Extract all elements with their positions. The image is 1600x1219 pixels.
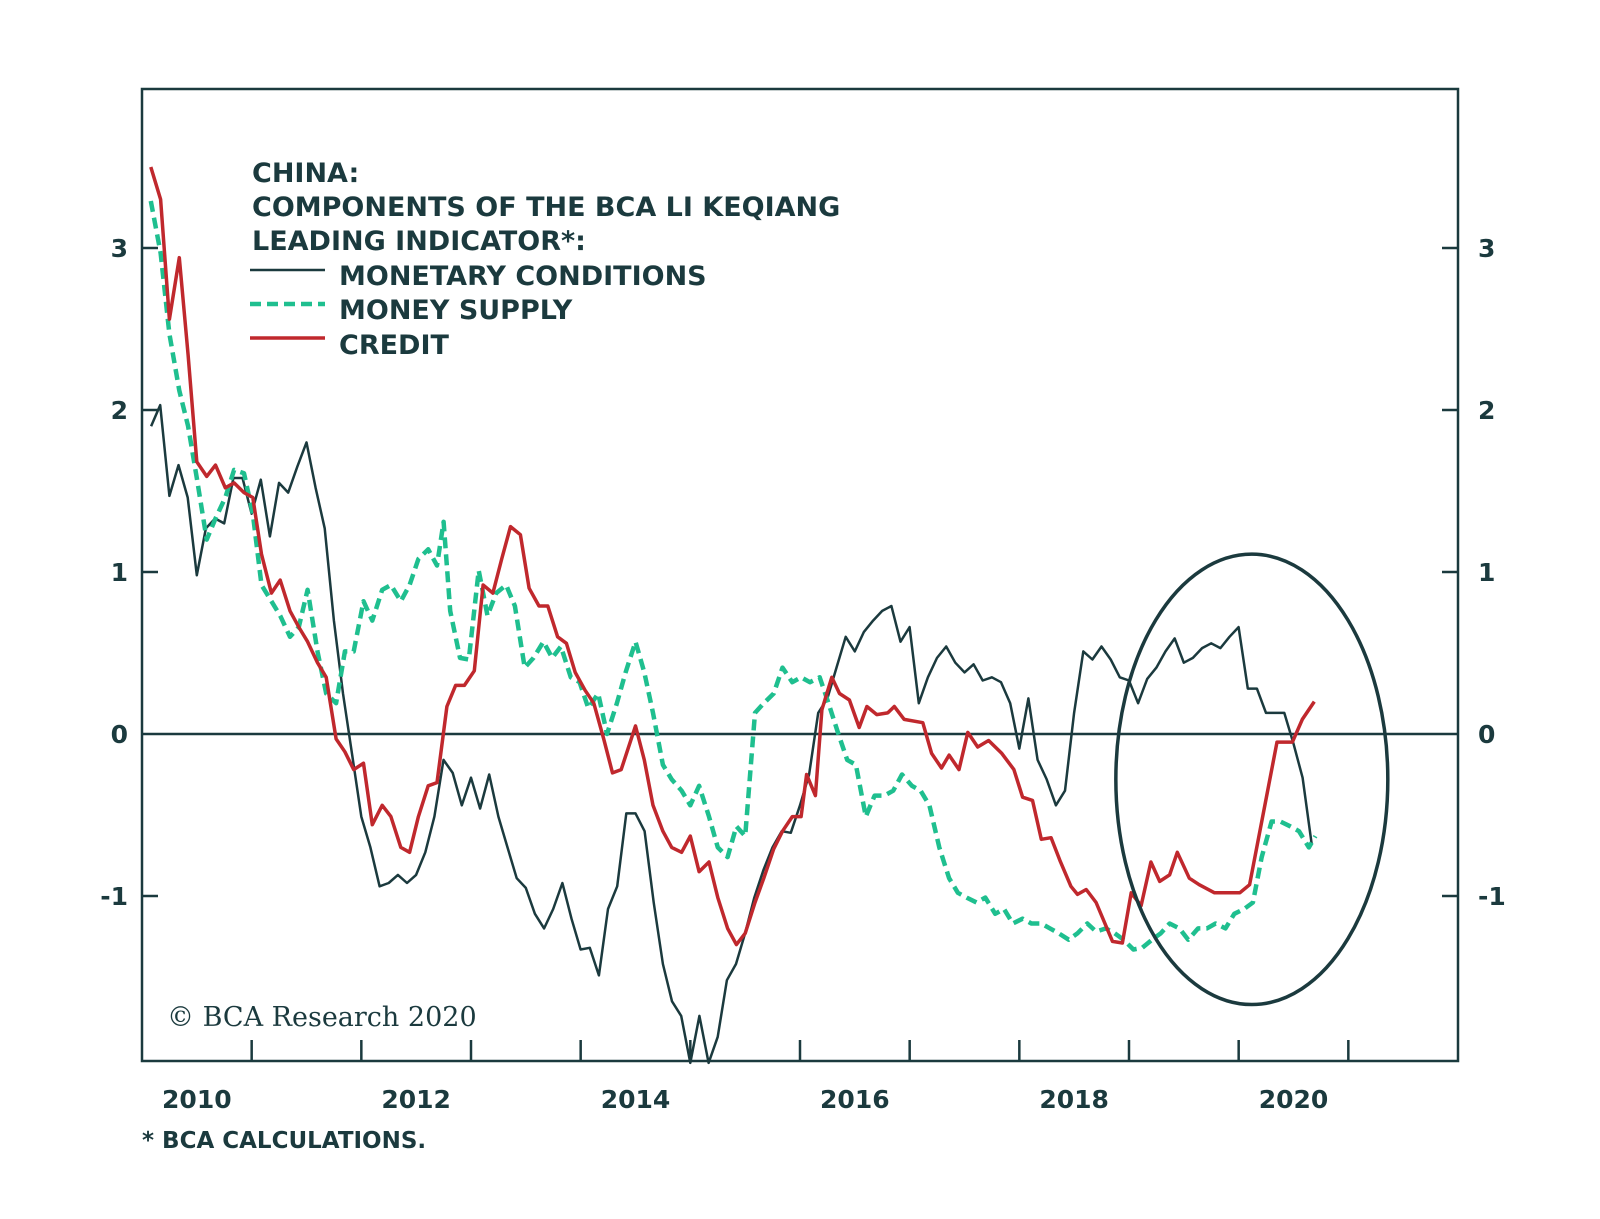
y-tick-label-left: 3 [111,234,128,263]
x-tick-label: 2014 [601,1085,671,1114]
x-tick-label: 2018 [1039,1085,1109,1114]
x-tick-label: 2016 [820,1085,890,1114]
chart-title: CHINA: COMPONENTS OF THE BCA LI KEQIANG … [252,158,840,257]
legend-label-monetary: MONETARY CONDITIONS [339,261,707,292]
title-line-2: COMPONENTS OF THE BCA LI KEQIANG [252,192,840,223]
copyright: © BCA Research 2020 [167,1002,477,1033]
series-monetary-conditions [149,403,1313,1065]
y-tick-label-right: 2 [1478,396,1495,425]
highlight-ellipse [1114,552,1390,1007]
y-tick-label-left: 1 [111,558,128,587]
y-tick-label-left: -1 [100,882,128,911]
x-tick-label: 2020 [1259,1085,1329,1114]
legend-label-money-supply: MONEY SUPPLY [339,295,573,326]
series-money-supply [148,200,1318,952]
title-line-1: CHINA: [252,158,359,189]
y-tick-label-right: 3 [1478,234,1495,263]
y-tick-label-right: -1 [1478,882,1506,911]
x-tick-label: 2010 [162,1085,232,1114]
title-line-3: LEADING INDICATOR*: [252,226,586,257]
y-tick-label-right: 1 [1478,558,1495,587]
y-tick-label-left: 2 [111,396,128,425]
legend-label-credit: CREDIT [339,330,450,361]
x-tick-label: 2012 [381,1085,451,1114]
y-tick-label-right: 0 [1478,720,1495,749]
y-tick-label-left: 0 [111,720,128,749]
legend: MONETARY CONDITIONS MONEY SUPPLY CREDIT [250,261,707,361]
series-credit [149,166,1316,947]
footnote: * BCA CALCULATIONS. [142,1128,426,1154]
